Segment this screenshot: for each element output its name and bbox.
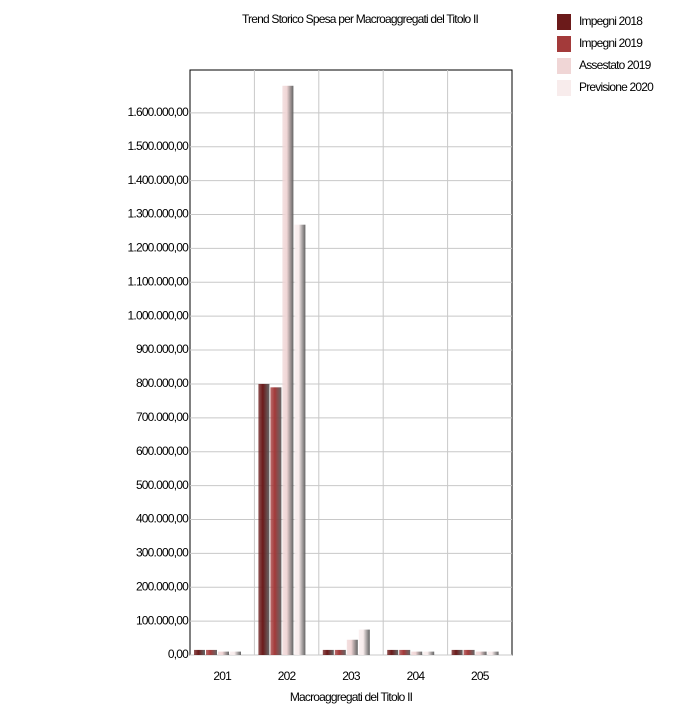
y-tick-label: 600.000,00: [136, 444, 189, 458]
bar: [463, 649, 475, 655]
legend-swatch: [557, 58, 571, 74]
y-tick-label: 300.000,00: [136, 546, 189, 560]
bar: [206, 649, 217, 655]
y-tick-label: 200.000,00: [136, 579, 189, 593]
bar: [334, 649, 346, 655]
bar: [487, 651, 499, 655]
bar: [270, 387, 282, 655]
chart-title: Trend Storico Spesa per Macroaggregati d…: [242, 12, 479, 26]
legend-label: Impegni 2018: [579, 14, 643, 28]
bar: [294, 224, 306, 655]
plot-frame: [189, 69, 513, 656]
y-tick-label: 800.000,00: [136, 376, 189, 390]
bar: [230, 651, 241, 655]
y-tick-label: 500.000,00: [136, 478, 189, 492]
y-tick-label: 1.300.000,00: [128, 207, 190, 221]
y-tick-label: 1.200.000,00: [128, 241, 190, 255]
bar: [475, 651, 487, 655]
legend-label: Previsione 2020: [579, 80, 654, 94]
y-tick-label: 0,00: [168, 647, 189, 661]
y-tick-label: 400.000,00: [136, 512, 189, 526]
y-tick-label: 1.000.000,00: [128, 308, 190, 322]
legend-label: Assestato 2019: [579, 58, 652, 72]
bar: [194, 649, 205, 655]
legend-swatch: [557, 36, 571, 52]
y-tick-label: 900.000,00: [136, 342, 189, 356]
x-tick-label: 201: [213, 669, 232, 683]
y-tick-label: 1.100.000,00: [128, 274, 190, 288]
bar: [451, 649, 463, 655]
legend-swatch: [557, 14, 571, 30]
bar: [399, 649, 411, 655]
bar: [258, 383, 270, 655]
bar: [423, 651, 435, 655]
y-tick-label: 700.000,00: [136, 410, 189, 424]
x-tick-label: 205: [471, 669, 490, 683]
bar: [387, 649, 399, 655]
y-tick-label: 1.400.000,00: [128, 173, 190, 187]
y-tick-label: 1.500.000,00: [128, 139, 190, 153]
bar: [282, 85, 294, 655]
y-tick-label: 1.600.000,00: [128, 105, 190, 119]
x-tick-label: 203: [342, 669, 361, 683]
legend-swatch: [557, 80, 571, 96]
bar: [322, 649, 334, 655]
bar: [358, 629, 370, 655]
y-tick-label: 100.000,00: [136, 613, 189, 627]
bar: [218, 651, 229, 655]
bar: [346, 639, 358, 655]
bar: [411, 651, 423, 655]
legend-label: Impegni 2019: [579, 36, 643, 50]
x-axis-label: Macroaggregati del Titolo II: [290, 690, 413, 704]
x-tick-label: 204: [407, 669, 426, 683]
x-tick-label: 202: [278, 669, 297, 683]
